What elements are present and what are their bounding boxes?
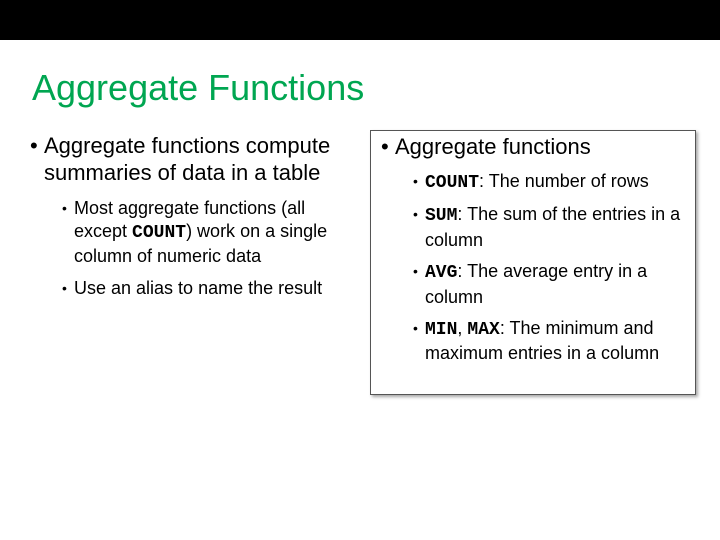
right-item-1-code: SUM: [425, 206, 457, 226]
right-item-0: COUNT: The number of rows: [413, 170, 691, 195]
right-heading: Aggregate functions: [395, 134, 591, 159]
right-item-0-code: COUNT: [425, 173, 479, 193]
left-list: Aggregate functions compute summaries of…: [24, 132, 350, 301]
right-list: Aggregate functions COUNT: The number of…: [375, 133, 691, 366]
right-box: Aggregate functions COUNT: The number of…: [370, 130, 696, 395]
right-item-2-desc: : The average entry in a column: [425, 261, 647, 306]
left-sub-0-code: COUNT: [132, 223, 186, 243]
right-item-3-code2: MAX: [467, 320, 499, 340]
right-item-2-code: AVG: [425, 263, 457, 283]
left-sub-item-1: Use an alias to name the result: [62, 277, 350, 300]
right-item-3-code: MIN: [425, 320, 457, 340]
left-sublist: Most aggregate functions (all except COU…: [44, 197, 350, 301]
right-item-2: AVG: The average entry in a column: [413, 260, 691, 309]
right-item-3-join: ,: [457, 318, 467, 338]
top-bar: [0, 0, 720, 40]
slide-title: Aggregate Functions: [0, 40, 720, 108]
left-column: Aggregate functions compute summaries of…: [24, 132, 350, 395]
right-column: Aggregate functions COUNT: The number of…: [370, 132, 696, 395]
right-item-1: SUM: The sum of the entries in a column: [413, 203, 691, 252]
right-item-1-desc: : The sum of the entries in a column: [425, 204, 680, 249]
right-main-bullet: Aggregate functions COUNT: The number of…: [381, 133, 691, 366]
left-sub-item-0: Most aggregate functions (all except COU…: [62, 197, 350, 269]
right-item-3: MIN, MAX: The minimum and maximum entrie…: [413, 317, 691, 366]
right-item-0-desc: : The number of rows: [479, 171, 649, 191]
left-main-bullet: Aggregate functions compute summaries of…: [30, 132, 350, 301]
slide-body: Aggregate functions compute summaries of…: [0, 108, 720, 395]
slide: Aggregate Functions Aggregate functions …: [0, 0, 720, 540]
left-main-text: Aggregate functions compute summaries of…: [44, 133, 330, 186]
right-sublist: COUNT: The number of rows SUM: The sum o…: [395, 170, 691, 366]
left-sub-1-text: Use an alias to name the result: [74, 278, 322, 298]
